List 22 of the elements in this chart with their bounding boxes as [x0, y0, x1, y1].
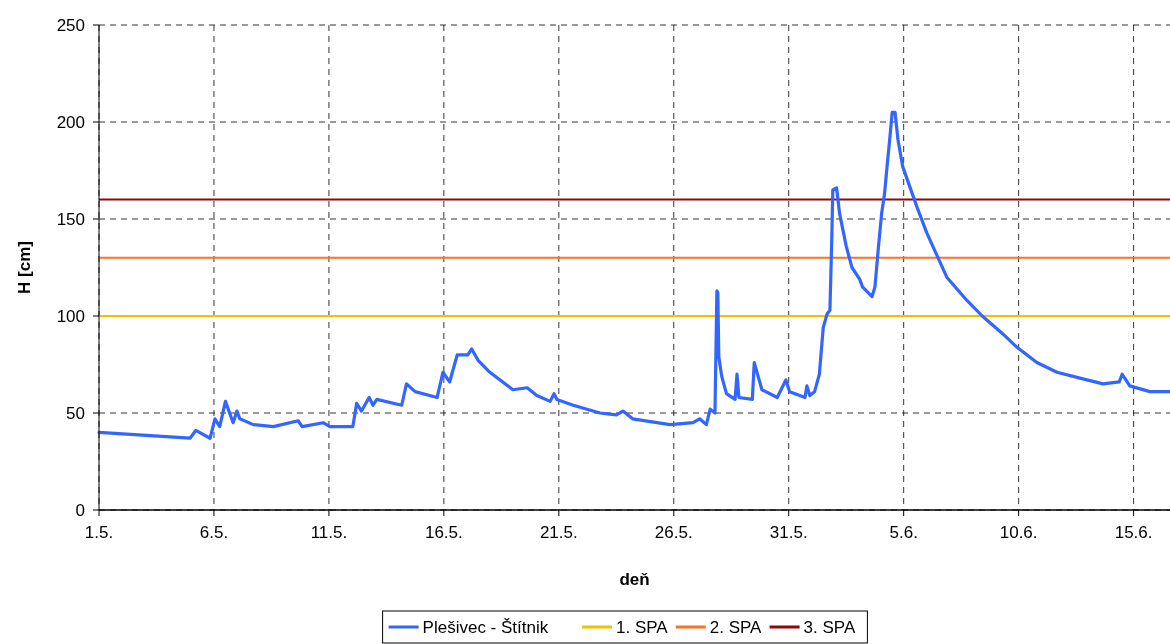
x-tick-label: 16.5. — [424, 523, 463, 542]
x-tick-label: 1.5. — [84, 523, 114, 542]
x-tick-label: 11.5. — [310, 523, 348, 542]
y-tick-label: 200 — [56, 112, 85, 132]
legend-label: 3. SPA — [803, 617, 856, 637]
y-tick-label: 100 — [56, 306, 85, 326]
y-tick-label: 0 — [75, 500, 85, 520]
x-tick-label: 5.6. — [889, 523, 918, 542]
y-axis-title: H [cm] — [15, 241, 34, 294]
x-tick-label: 21.5. — [539, 523, 578, 542]
x-tick-label: 15.6. — [1114, 523, 1153, 542]
x-axis-title: deň — [619, 570, 650, 589]
x-tick-label: 6.5. — [199, 523, 229, 542]
legend-label: 1. SPA — [616, 617, 669, 637]
y-tick-label: 250 — [56, 15, 85, 35]
x-tick-label: 31.5. — [769, 523, 808, 542]
x-tick-label: 26.5. — [654, 523, 693, 542]
legend-label: 2. SPA — [709, 617, 763, 637]
x-tick-label: 10.6. — [999, 523, 1038, 542]
y-tick-label: 150 — [56, 209, 85, 229]
y-tick-label: 50 — [66, 403, 85, 423]
legend-label: Plešivec - Štítnik — [422, 617, 549, 637]
